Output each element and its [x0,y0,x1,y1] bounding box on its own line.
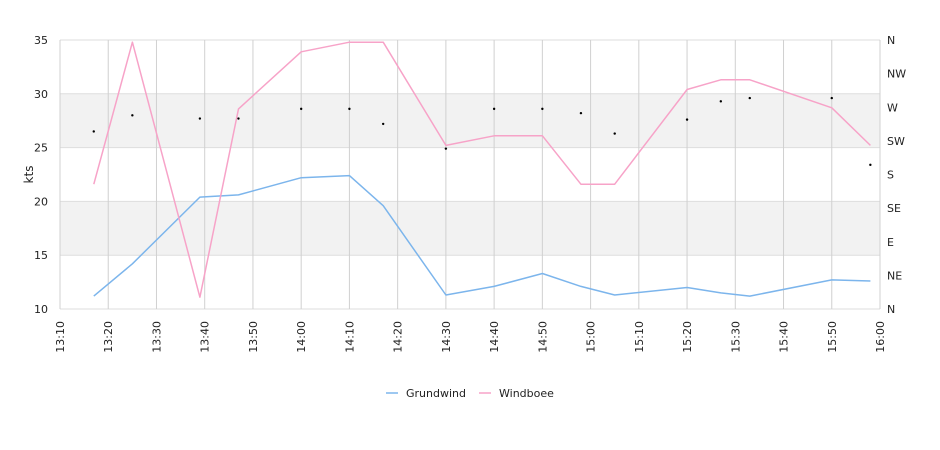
x-tick-label-1: 13:20 [102,321,115,353]
legend: Grundwind Windboee [386,387,554,400]
y-tick-label-3: 25 [34,142,48,155]
y2-tick-label-0: N [887,303,895,316]
x-tick-label-13: 15:20 [681,321,694,353]
x-tick-label-4: 13:50 [247,321,260,353]
band-0 [60,201,880,256]
direction-point [198,117,202,120]
y-tick-label-5: 35 [34,34,48,47]
direction-point [299,107,303,111]
direction-point [748,96,751,100]
legend-label-windboee[interactable]: Windboee [499,387,554,400]
grid-layer [59,39,881,310]
x-tick-label-10: 14:50 [536,321,549,353]
x-tick-label-16: 15:50 [826,321,839,353]
x-tick-label-12: 15:10 [633,321,646,353]
y2-tick-label-2: E [887,236,894,249]
series-line-grundwind [93,174,871,297]
x-tick-label-17: 16:00 [874,321,887,353]
direction-point [131,114,134,117]
y2-tick-label-7: NW [887,68,906,81]
y2-tick-label-6: W [887,101,898,114]
y-tick-label-4: 30 [34,88,48,101]
series-line-windboee [93,41,871,298]
x-tick-label-2: 13:30 [150,321,163,353]
y2-tick-label-4: S [887,169,894,182]
x-tick-label-7: 14:20 [392,321,405,353]
direction-point [541,107,544,111]
y2-tick-label-5: SW [887,135,905,148]
direction-point [613,132,616,135]
y2-tick-label-1: NE [887,269,902,282]
direction-point [92,130,95,133]
x-tick-label-0: 13:10 [54,321,67,353]
y-tick-label-2: 20 [34,195,48,208]
x-tick-label-5: 14:00 [295,321,308,353]
x-tick-label-6: 14:10 [343,321,356,353]
y2-tick-label-3: SE [887,202,901,215]
band-1 [60,93,880,148]
direction-point [685,118,689,121]
direction-point [237,117,240,120]
x-tick-label-3: 13:40 [199,321,212,353]
direction-point [444,147,448,150]
y2-tick-label-8: N [887,34,895,47]
x-tick-label-14: 15:30 [729,321,742,353]
x-tick-label-9: 14:40 [488,321,501,353]
direction-point [869,163,872,167]
y-axis-title: kts [22,166,36,184]
direction-point [719,100,723,103]
axis-layer: 10 15 20 25 30 35 13:10 13:20 13:30 13:40 13:50 14:… [34,34,906,353]
band-layer [60,93,880,256]
y-tick-label-0: 10 [34,303,48,316]
direction-point [348,107,351,111]
x-tick-label-11: 15:00 [585,321,598,353]
x-tick-label-15: 15:40 [778,321,791,353]
x-tick-label-8: 14:30 [440,321,453,353]
direction-points-layer [92,96,872,167]
direction-point [381,122,385,126]
y-tick-label-1: 15 [34,249,48,262]
series-layer [93,41,871,298]
direction-point [579,111,583,115]
legend-label-grundwind[interactable]: Grundwind [406,387,466,400]
direction-point [830,96,833,100]
direction-point [492,107,496,111]
